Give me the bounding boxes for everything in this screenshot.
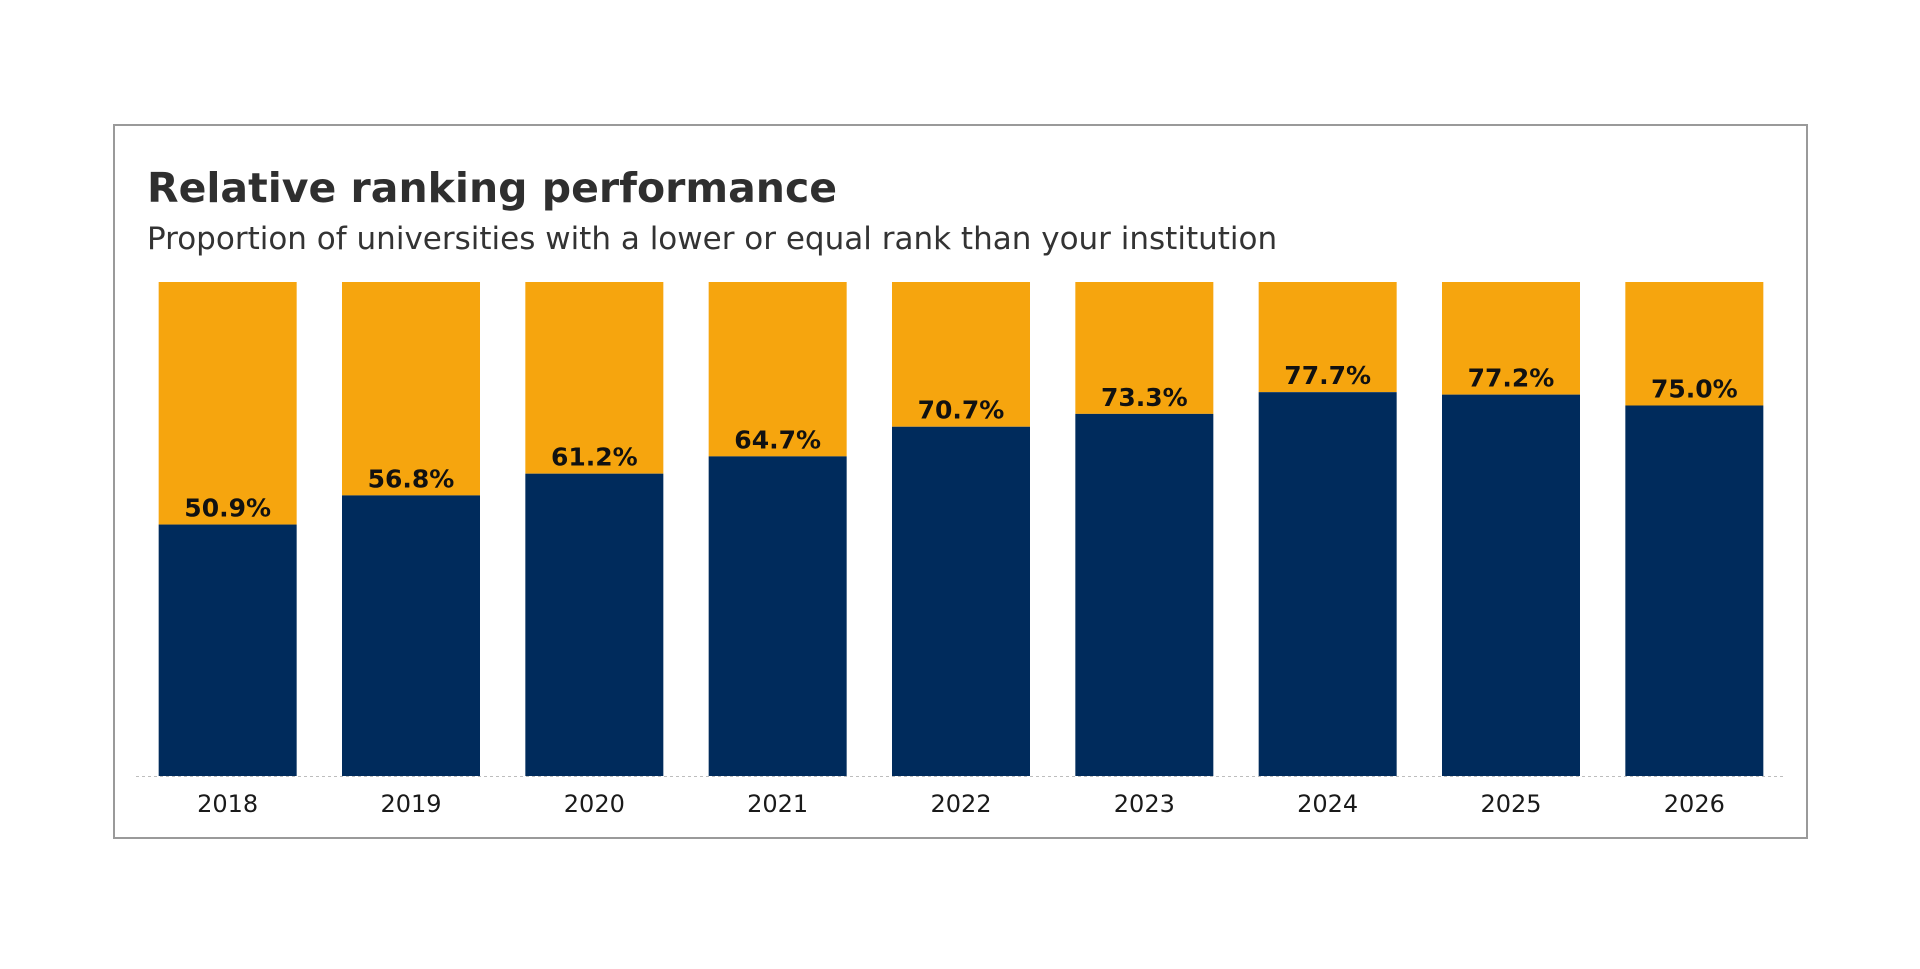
bar-remainder-2022	[892, 282, 1030, 427]
bar-data-label-2022: 70.7%	[918, 396, 1005, 425]
bar-remainder-2023	[1075, 282, 1214, 414]
x-tick-label-2022: 2022	[930, 790, 991, 818]
x-tick-label-2018: 2018	[197, 790, 258, 818]
bar-remainder-2020	[525, 282, 664, 474]
bar-data-label-2026: 75.0%	[1651, 375, 1738, 404]
x-tick-label-2026: 2026	[1664, 790, 1725, 818]
bar-value-2024	[1258, 392, 1397, 776]
bar-remainder-2019	[342, 282, 480, 496]
chart-subtitle: Proportion of universities with a lower …	[147, 221, 1278, 257]
bar-value-2022	[892, 426, 1030, 776]
bar-data-label-2019: 56.8%	[368, 464, 455, 493]
bar-value-2019	[342, 495, 480, 776]
bar-remainder-2026	[1625, 282, 1764, 406]
bar-remainder-2024	[1258, 282, 1397, 393]
bar-value-2021	[708, 456, 847, 776]
bar-data-label-2025: 77.2%	[1468, 364, 1555, 393]
x-tick-label-2024: 2024	[1297, 790, 1358, 818]
chart-card: Relative ranking performance Proportion …	[113, 124, 1808, 839]
bars-group: 50.9% 56.8% 61.2% 64.7% 70.7% 73.3% 77.7% 77.2%…	[158, 282, 1764, 776]
x-axis-ticks: 2018 2019 2020 2021 2022 2023 2024 2025 2026	[197, 790, 1725, 818]
bar-data-label-2018: 50.9%	[184, 494, 271, 523]
bar-remainder-2021	[708, 282, 847, 457]
bar-data-label-2021: 64.7%	[734, 425, 821, 454]
bar-value-2018	[158, 524, 297, 776]
x-tick-label-2023: 2023	[1114, 790, 1175, 818]
x-tick-label-2019: 2019	[380, 790, 441, 818]
x-tick-label-2020: 2020	[564, 790, 625, 818]
bar-value-2025	[1442, 394, 1580, 776]
bar-remainder-2018	[158, 282, 297, 525]
bar-data-label-2024: 77.7%	[1284, 361, 1371, 390]
bar-value-2023	[1075, 413, 1214, 776]
bar-data-label-2023: 73.3%	[1101, 383, 1188, 412]
bar-data-label-2020: 61.2%	[551, 443, 638, 472]
x-tick-label-2025: 2025	[1480, 790, 1541, 818]
bar-chart: 50.9% 56.8% 61.2% 64.7% 70.7% 73.3% 77.7% 77.2%…	[136, 282, 1786, 818]
bar-value-2026	[1625, 405, 1764, 776]
bar-remainder-2025	[1442, 282, 1580, 395]
chart-title: Relative ranking performance	[147, 164, 838, 212]
bar-value-2020	[525, 473, 664, 776]
x-tick-label-2021: 2021	[747, 790, 808, 818]
